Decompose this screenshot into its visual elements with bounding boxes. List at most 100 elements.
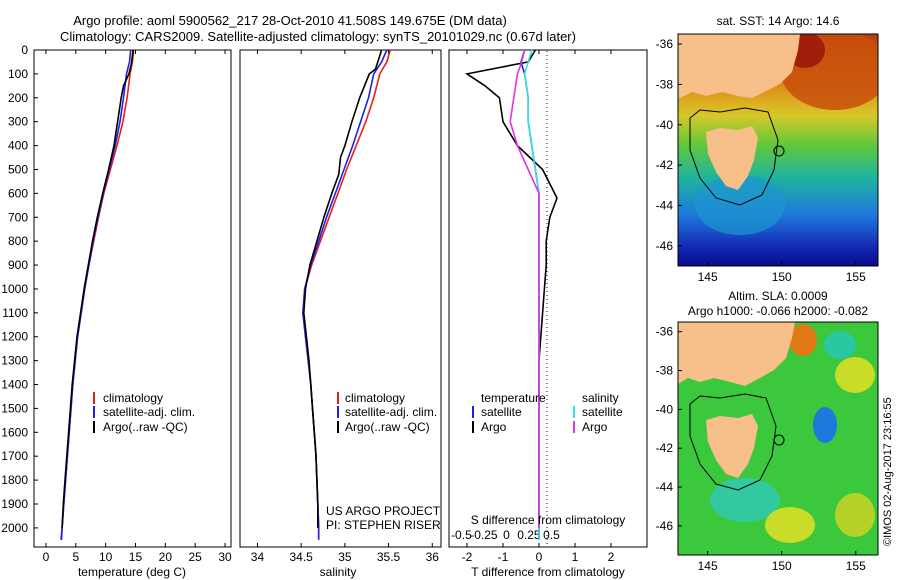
y-tick-label: 1100 [2,306,28,320]
map-y-tick-label: -36 [656,325,674,339]
y-tick-label: 900 [8,258,28,272]
series-argo-raw-qc- [302,49,383,528]
legend-argo-label: Argo(..raw -QC) [103,420,188,434]
y-tick-label: 700 [8,210,28,224]
map-y-tick-label: -44 [656,198,674,212]
s-tick-label: -0.5 [451,528,472,542]
x-tick-label: 10 [99,550,113,564]
map-x-tick-label: 145 [698,559,718,573]
sla-yellow-patch-1 [835,357,875,393]
s-tick-label: 0.5 [543,528,560,542]
y-tick-label: 1500 [1,401,28,415]
temperature-x-axis: 0 5 10 15 20 25 30 [43,50,232,564]
t-difference-xlabel: T difference from climatology [471,565,625,579]
map-y-tick-label: -46 [656,239,674,253]
depth-axis: 0 100 200 300 400 500 600 700 800 900 1000 1100 1200… [1,43,38,535]
salinity-axes-box [239,49,442,548]
s-tick-label: 0.25 [517,528,541,542]
y-tick-label: 1600 [1,425,28,439]
sla-yellow-patch-2 [765,507,815,543]
map-x-tick-label: 155 [846,270,866,284]
difference-profiles [464,49,558,540]
map-y-tick-label: -38 [656,364,674,378]
legend-climatology-label: climatology [345,391,405,405]
s-tick-label: 0 [503,528,510,542]
x-tick-label: 35.5 [377,550,401,564]
y-tick-label: 1800 [1,473,28,487]
sst-map-axes: 145 150 155 -36 -38 -40 -42 -44 -46 [656,37,866,284]
sla-map-title: Altim. SLA: 0.0009 [728,289,828,303]
salinity-panel: 34 34.5 35 35.5 36 climatology satellite-adj… [239,49,442,579]
x-tick-label: 36 [426,550,440,564]
x-tick-label: 0 [536,550,543,564]
sla-map: Altim. SLA: 0.0009 Argo h1000: -0.066 h2… [656,289,894,573]
salinity-legend: climatology satellite-adj. clim. Argo(..… [337,391,437,434]
project-annotation-line2: PI: STEPHEN RISER [326,518,441,532]
sla-cyan-patch-2 [710,478,780,522]
sst-float-marker [773,145,785,157]
x-tick-label: 25 [189,550,203,564]
y-tick-label: 400 [8,139,28,153]
sla-map-axes: 145 150 155 -36 -38 -40 -42 -44 -46 [656,325,866,573]
legend-t-argo-label: Argo [481,420,507,434]
project-annotation-line1: US ARGO PROJECT [326,504,441,518]
sla-map-subtitle: Argo h1000: -0.066 h2000: -0.082 [688,304,868,318]
x-tick-label: 2 [608,550,615,564]
y-tick-label: 1000 [1,282,28,296]
s-difference-xlabel: S difference from climatology [471,513,626,527]
y-tick-label: 200 [8,91,28,105]
y-tick-label: 1200 [1,330,28,344]
x-tick-label: 0 [43,550,50,564]
sst-map: sat. SST: 14 Argo: 14.6 145 150 155 -36 -38 -… [656,14,879,284]
difference-axes-box [448,49,648,548]
x-tick-label: 30 [218,550,232,564]
legend-s-argo-label: Argo [582,420,608,434]
sla-high-patch [789,324,817,356]
x-tick-label: -1 [498,550,509,564]
salinity-xlabel: salinity [320,565,357,579]
salinity-profiles [302,49,392,540]
y-tick-label: 1900 [1,497,28,511]
imos-credit: ©IMOS 02-Aug-2017 23:16:55 [882,397,894,546]
map-y-tick-label: -46 [656,519,674,533]
x-tick-label: -2 [462,550,473,564]
y-tick-label: 500 [8,162,28,176]
temperature-legend: climatology satellite-adj. clim. Argo(..… [93,391,195,434]
map-y-tick-label: -42 [656,441,674,455]
x-tick-label: 20 [159,550,173,564]
y-tick-label: 800 [8,234,28,248]
legend-climatology-label: climatology [103,391,163,405]
sla-cyan-patch-1 [824,331,856,359]
temperature-profiles [60,49,135,540]
x-tick-label: 1 [572,550,579,564]
y-tick-label: 600 [8,186,28,200]
x-tick-label: 35 [338,550,352,564]
sla-tasmania [706,414,758,478]
temperature-panel: 0100200300400500600700800900100011001200… [1,43,232,579]
y-tick-label: 300 [8,115,28,129]
series-argo-raw-qc- [61,49,134,528]
difference-x-axis: -2 -1 0 1 2 -0.5-0.25 0 0.25 0.5 [451,50,615,564]
map-y-tick-label: -44 [656,480,674,494]
sst-map-title: sat. SST: 14 Argo: 14.6 [717,14,840,28]
header-line2: Climatology: CARS2009. Satellite-adjuste… [60,29,576,44]
legend-satellite-label: satellite-adj. clim. [345,405,437,419]
y-tick-label: 1400 [1,378,28,392]
map-y-tick-label: -40 [656,118,674,132]
sla-low-patch [813,407,837,443]
sla-isobath [689,393,777,491]
sst-axes-box [677,33,879,267]
map-y-tick-label: -36 [656,37,674,51]
sst-mainland [678,34,800,98]
legend-argo-label: Argo(..raw -QC) [345,420,430,434]
legend-t-satellite-label: satellite [481,405,522,419]
x-tick-label: 15 [129,550,143,564]
sst-tasmania [706,126,758,190]
sla-yellow-patch-3 [835,493,875,537]
difference-panel: -2 -1 0 1 2 -0.5-0.25 0 0.25 0.5 temperature sat… [448,49,648,579]
map-y-tick-label: -40 [656,402,674,416]
temperature-axes-box [33,49,232,548]
legend-satellite-label: satellite-adj. clim. [103,405,195,419]
sst-isobath [689,107,779,206]
